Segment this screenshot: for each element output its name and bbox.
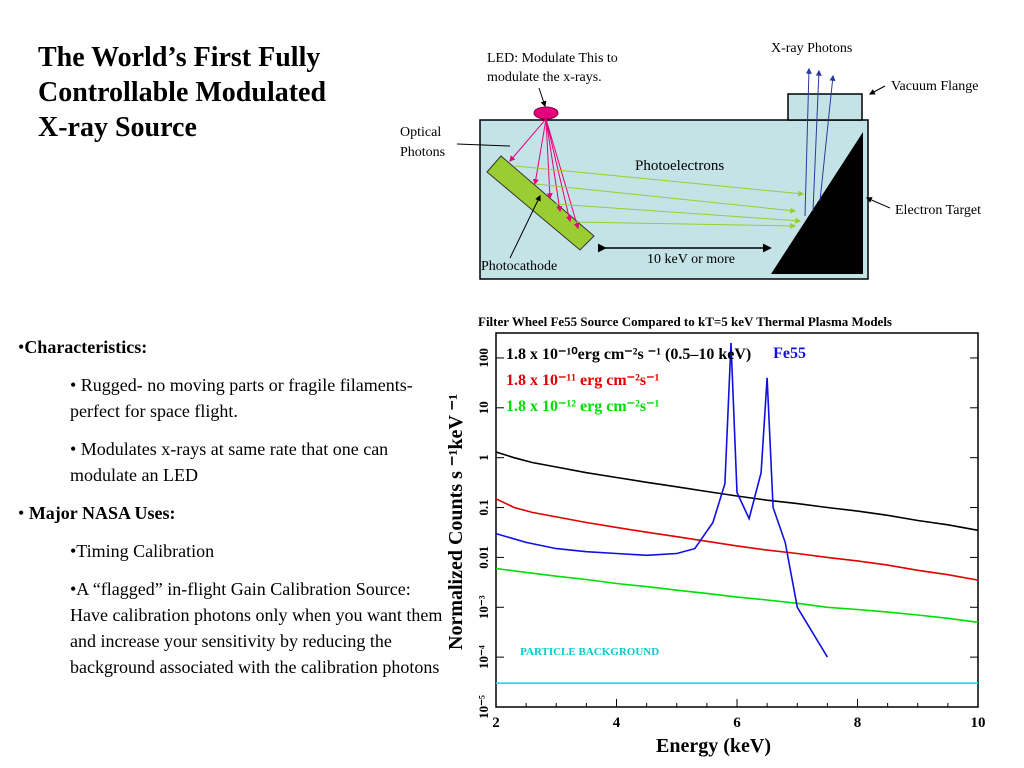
chart-title: Filter Wheel Fe55 Source Compared to kT=… [478,314,892,329]
y-tick-label: 0.1 [476,499,491,515]
bullet-nasa-uses: • Major NASA Uses: [18,503,176,523]
photocathode [486,155,595,251]
x-tick-label: 6 [733,715,741,731]
vacuum-flange-label: Vacuum Flange [891,79,978,94]
page-title: The World’s First Fully Controllable Mod… [38,40,418,145]
x-tick-label: 10 [971,715,986,731]
y-tick-label: 100 [476,348,491,368]
xray-photons-label: X-ray Photons [771,41,852,56]
y-tick-label: 10⁻⁵ [476,695,491,719]
y-axis-label: Normalized Counts s ⁻¹keV ⁻¹ [445,394,467,650]
series-line-2 [495,567,979,624]
title-line: The World’s First Fully [38,42,321,73]
x-axis-label: Energy (keV) [656,735,771,757]
title-line: Controllable Modulated [38,77,327,108]
chart-annotation: Fe55 [773,345,806,362]
series-line-3 [495,342,829,658]
led-label: LED: Modulate This to [487,51,618,66]
xray-arrows [804,67,836,217]
series-line-1 [495,498,979,581]
bullet-characteristics: •Characteristics: [18,337,148,357]
y-tick-label: 10⁻³ [476,595,491,619]
xray-source-diagram: LED: Modulate This to modulate the x-ray… [400,41,981,280]
led-icon [533,106,559,120]
electron-target [771,132,863,274]
chart-annotation: PARTICLE BACKGROUND [520,646,659,658]
y-tick-label: 0.01 [476,546,491,569]
x-tick-label: 8 [854,715,862,731]
bullet-timing: •Timing Calibration [70,541,215,561]
bullet-flagged: •A “flagged” in-flight Gain Calibration … [70,579,443,677]
x-tick-label: 2 [492,715,500,731]
y-tick-label: 1 [476,454,491,461]
spectrum-chart: Filter Wheel Fe55 Source Compared to kT=… [445,314,986,757]
photoelectrons-label: Photoelectrons [635,158,724,174]
y-tick-label: 10 [476,401,491,414]
y-tick-label: 10⁻⁴ [476,645,491,669]
photoelectron-arrows [514,165,805,229]
optical-photons-label: Optical [400,125,441,140]
bullet-rugged: • Rugged- no moving parts or fragile fil… [70,375,413,421]
vacuum-flange [787,93,863,121]
electron-target-label: Electron Target [895,203,981,218]
bullet-modulates: • Modulates x-rays at same rate that one… [70,439,389,485]
legend-entry: 1.8 x 10⁻¹⁰erg cm⁻²s ⁻¹ (0.5–10 keV) [506,346,751,363]
led-label-2: modulate the x-rays. [487,70,602,85]
optical-photon-arrows [509,118,580,230]
x-tick-label: 4 [613,715,621,731]
title-line: X-ray Source [38,112,197,143]
energy-gap-label: 10 keV or more [647,252,735,267]
legend-entry: 1.8 x 10⁻¹² erg cm⁻²s⁻¹ [506,398,660,415]
photocathode-label: Photocathode [481,259,557,274]
legend-entry: 1.8 x 10⁻¹¹ erg cm⁻²s⁻¹ [506,372,660,389]
bullet-list: •Characteristics: • Rugged- no moving pa… [18,334,443,692]
optical-photons-label-2: Photons [400,145,445,160]
